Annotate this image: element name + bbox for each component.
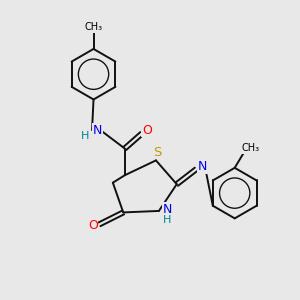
Text: N: N [163,203,172,216]
Text: O: O [88,219,98,232]
Text: H: H [163,215,171,225]
Text: S: S [153,146,162,159]
Text: CH₃: CH₃ [241,143,259,153]
Text: H: H [80,131,89,141]
Text: O: O [142,124,152,136]
Text: N: N [93,124,102,136]
Text: N: N [198,160,207,173]
Text: CH₃: CH₃ [85,22,103,32]
